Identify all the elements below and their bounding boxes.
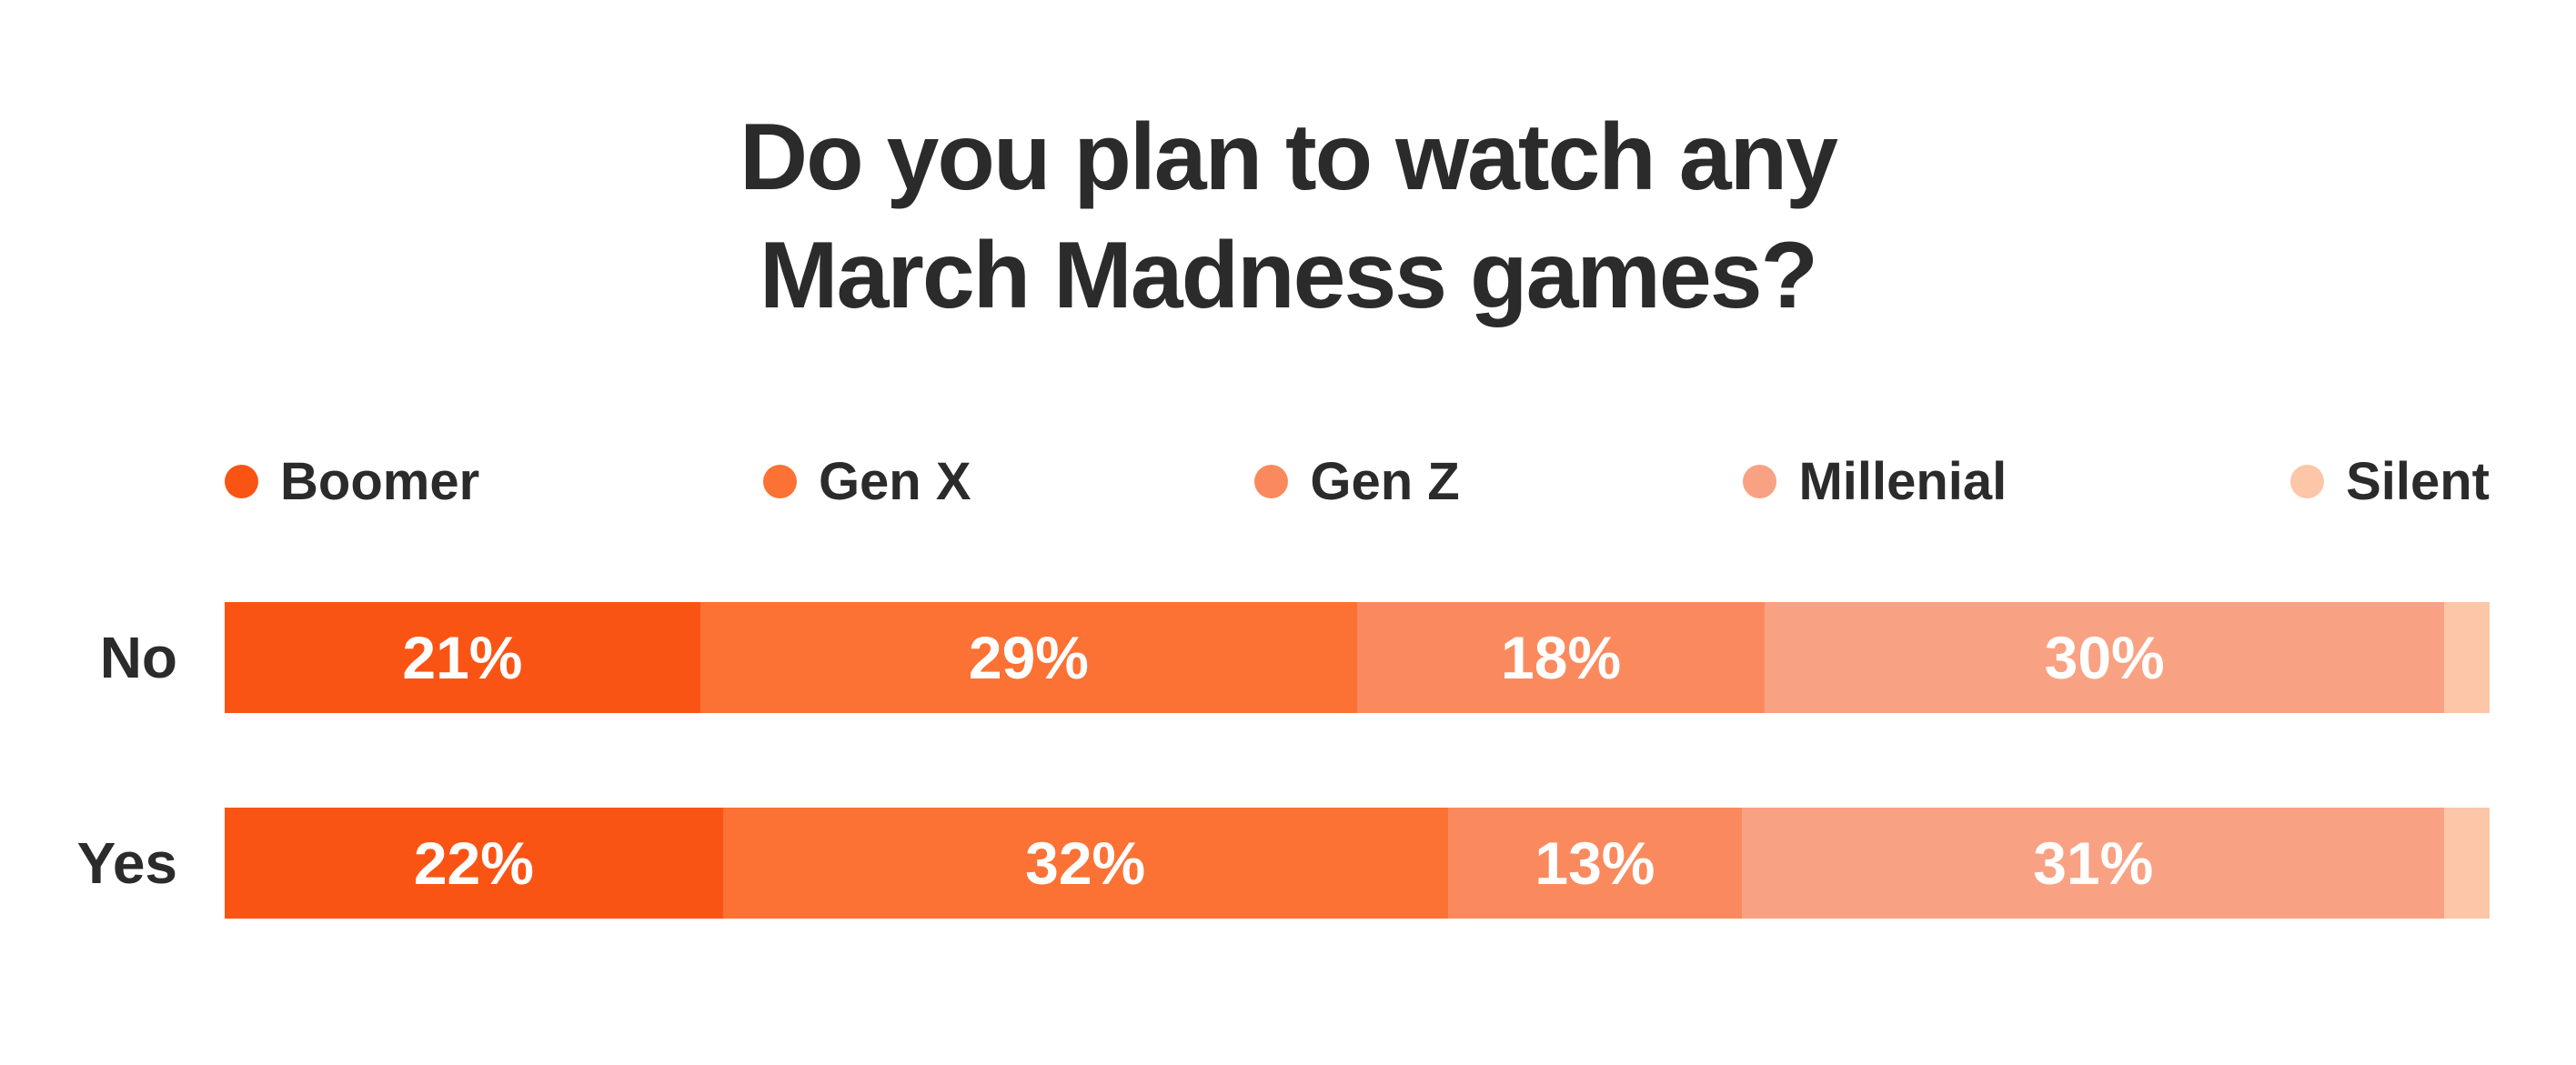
chart-title: Do you plan to watch any March Madness g… — [0, 98, 2576, 335]
chart-legend: Boomer Gen X Gen Z Millenial Silent — [225, 451, 2490, 512]
chart-title-line-2: March Madness games? — [759, 223, 1818, 328]
legend-label: Millenial — [1798, 452, 2007, 511]
bar-row-no: No 21% 29% 18% 30% — [0, 602, 2576, 713]
row-label-no: No — [99, 625, 177, 690]
legend-dot-icon — [2290, 465, 2325, 498]
bar-segment-gen-x-no: 29% — [699, 602, 1357, 713]
legend-item-millenial: Millenial — [1743, 451, 2007, 512]
legend-item-silent: Silent — [2290, 451, 2490, 512]
legend-label: Boomer — [280, 452, 480, 511]
segment-value-label: 29% — [968, 624, 1089, 691]
legend-dot-icon — [1254, 465, 1289, 498]
bar-segment-silent-no — [2444, 602, 2490, 713]
legend-label: Gen Z — [1310, 452, 1460, 511]
legend-label: Silent — [2346, 452, 2490, 511]
legend-item-boomer: Boomer — [225, 451, 479, 512]
segment-value-label: 31% — [2033, 829, 2154, 897]
bar-segment-boomer-yes: 22% — [225, 808, 723, 919]
bar-segment-millenial-yes: 31% — [1742, 808, 2445, 919]
legend-item-gen-z: Gen Z — [1254, 451, 1460, 512]
segment-value-label: 13% — [1535, 829, 1655, 897]
bar-segment-silent-yes — [2444, 808, 2490, 919]
bar-row-yes: Yes 22% 32% 13% 31% — [0, 808, 2576, 919]
bar-segment-boomer-no: 21% — [225, 602, 700, 713]
stacked-bar-no: 21% 29% 18% 30% — [225, 602, 2490, 713]
segment-value-label: 30% — [2044, 624, 2165, 691]
legend-dot-icon — [1743, 465, 1777, 498]
chart-title-line-1: Do you plan to watch any — [740, 105, 1838, 210]
row-label-yes: Yes — [76, 830, 177, 896]
segment-value-label: 18% — [1501, 624, 1622, 691]
bar-segment-gen-z-yes: 13% — [1447, 808, 1743, 919]
segment-value-label: 22% — [413, 829, 534, 897]
legend-dot-icon — [762, 465, 797, 498]
bar-segment-millenial-no: 30% — [1765, 602, 2445, 713]
legend-dot-icon — [225, 465, 258, 498]
bar-segment-gen-x-yes: 32% — [722, 808, 1448, 919]
segment-value-label: 21% — [402, 624, 523, 691]
chart-plot-area: No 21% 29% 18% 30% Yes 22% 32% 13% 31% — [0, 602, 2576, 919]
legend-item-gen-x: Gen X — [762, 451, 971, 512]
segment-value-label: 32% — [1025, 829, 1146, 897]
legend-label: Gen X — [818, 452, 971, 511]
bar-segment-gen-z-no: 18% — [1357, 602, 1766, 713]
stacked-bar-yes: 22% 32% 13% 31% — [225, 808, 2490, 919]
